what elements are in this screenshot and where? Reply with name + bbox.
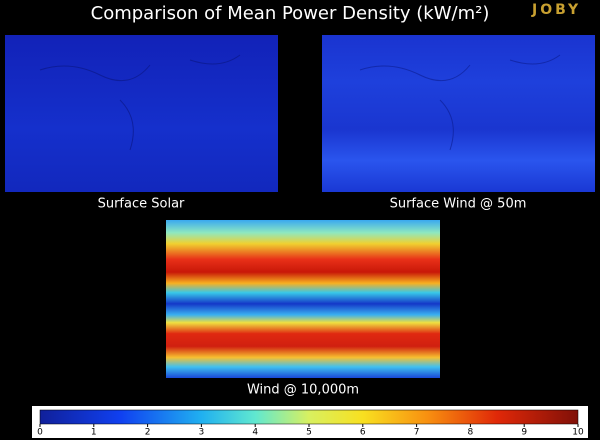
map-outline: [359, 54, 561, 151]
colorbar: [39, 409, 579, 425]
tick-label: 7: [414, 428, 420, 438]
tick-label: 1: [91, 428, 97, 438]
panel-label: Wind @ 10,000m: [247, 383, 359, 398]
panel-label: Surface Wind @ 50m: [390, 197, 527, 212]
tick-label: 10: [572, 428, 584, 438]
tick-label: 4: [252, 428, 258, 438]
title: Comparison of Mean Power Density (kW/m²): [91, 3, 490, 24]
tick-label: 0: [37, 428, 43, 438]
map-outline: [39, 54, 241, 151]
tick-label: 2: [145, 428, 151, 438]
logo: JOBY: [531, 2, 581, 18]
tick-label: 3: [199, 428, 205, 438]
tick-label: 9: [521, 428, 527, 438]
tick-label: 5: [306, 428, 312, 438]
colorbar-ticks: 0 1 2 3 4 5 6 7 8 9 10: [37, 424, 584, 438]
solar-map: [5, 35, 278, 192]
tick-label: 8: [468, 428, 474, 438]
tick-label: 6: [360, 428, 366, 438]
panel-label: Surface Solar: [98, 197, 185, 212]
wind10k-map: [166, 220, 440, 378]
